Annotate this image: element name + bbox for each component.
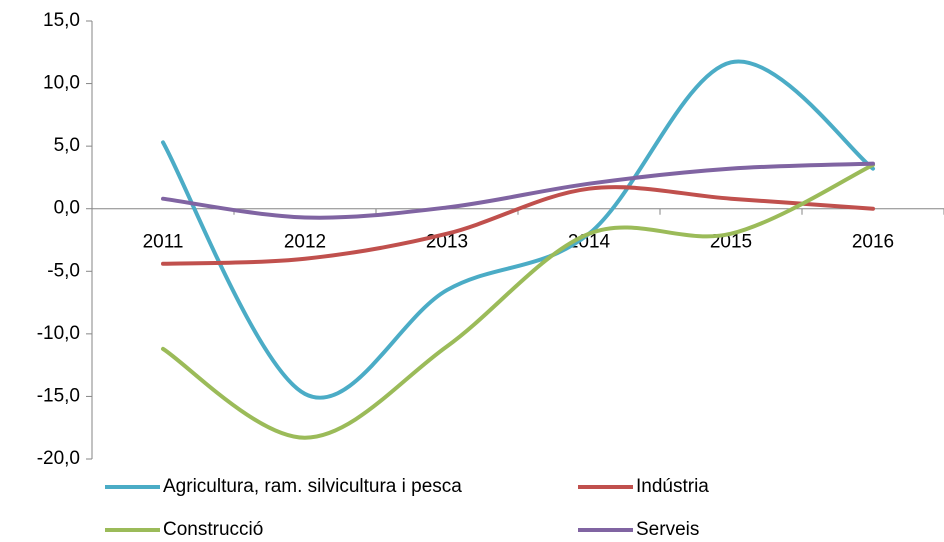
- legend-label: Indústria: [636, 476, 709, 497]
- y-tick-label: -5,0: [47, 260, 80, 281]
- y-tick-label: 15,0: [43, 10, 80, 31]
- y-tick-label: 10,0: [43, 73, 80, 94]
- x-tick-label: 2016: [852, 232, 894, 253]
- y-tick-label: -15,0: [37, 385, 80, 406]
- legend-label: Construcció: [163, 519, 263, 540]
- y-tick-label: 0,0: [54, 198, 80, 219]
- line-series: [161, 162, 875, 440]
- y-tick-label: -10,0: [37, 323, 80, 344]
- line-series: [161, 185, 875, 266]
- line-series: [161, 161, 875, 220]
- y-tick-label: 5,0: [54, 135, 80, 156]
- x-tick-label: 2012: [284, 232, 326, 253]
- x-tick-label: 2011: [143, 232, 184, 253]
- legend-label: Agricultura, ram. silvicultura i pesca: [163, 476, 462, 497]
- y-tick-label: -20,0: [37, 448, 80, 469]
- legend-label: Serveis: [636, 519, 699, 540]
- line-series: [161, 59, 875, 400]
